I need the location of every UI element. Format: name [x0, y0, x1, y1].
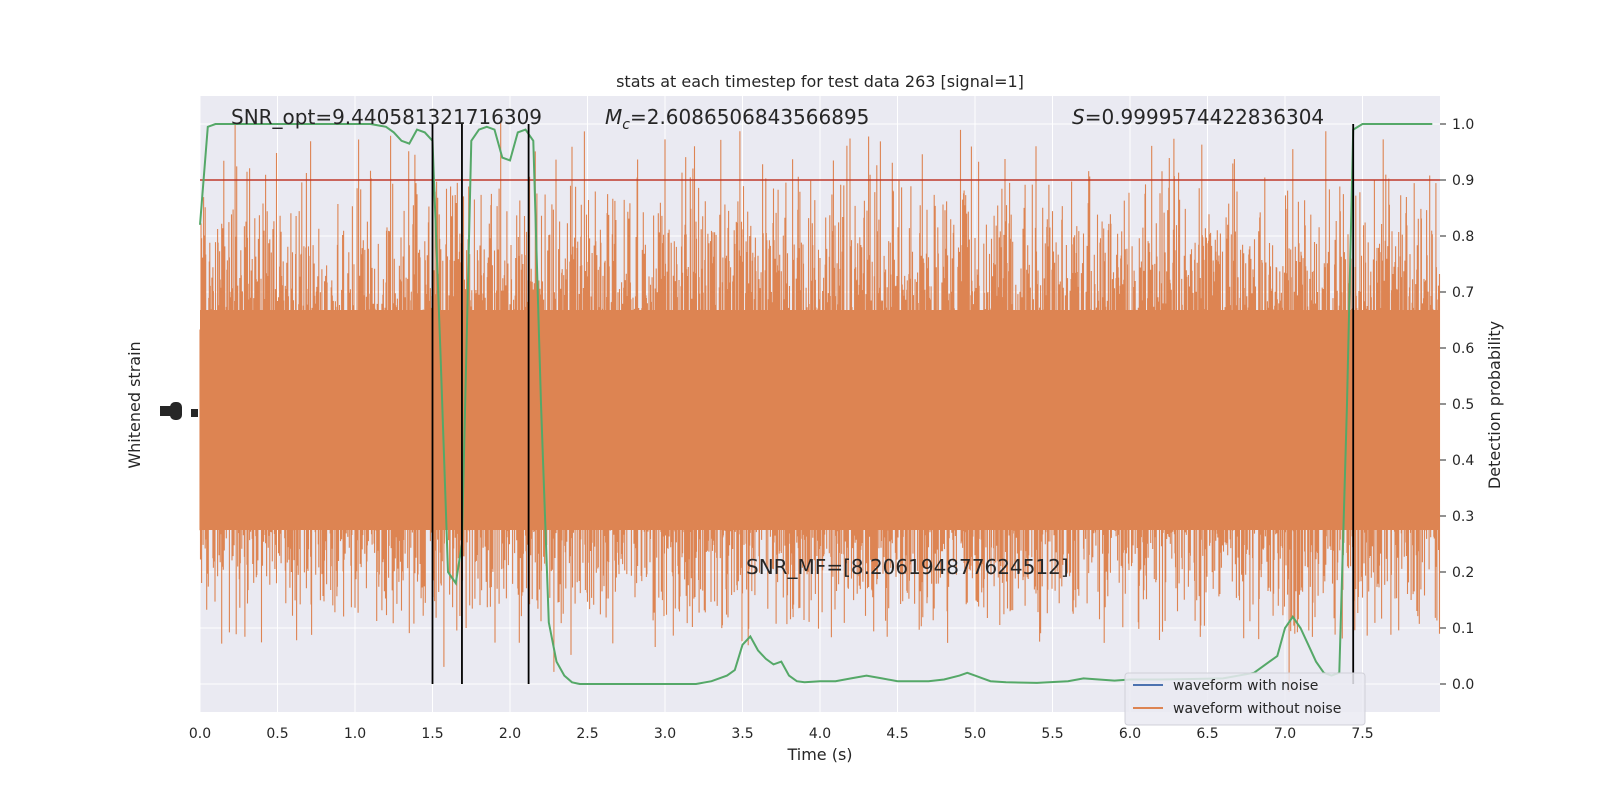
x-tick-label-10: 5.0 — [964, 726, 986, 742]
chart-title: stats at each timestep for test data 263… — [616, 72, 1024, 91]
y-axis-label-right: Detection probability — [1485, 321, 1504, 489]
mc-annotation: Mc=2.6086506843566895 — [605, 105, 869, 133]
x-tick-label-2: 1.0 — [344, 726, 366, 742]
snr-opt-annotation: SNR_opt=9.440581321716309 — [231, 105, 542, 129]
mc-subscript: c — [622, 117, 630, 133]
probability-series — [199, 123, 1433, 685]
y-ticks-right: 0.0 0.1 0.2 0.3 0.4 0.5 0.6 0.7 0.8 0.9 1.0 — [1440, 117, 1474, 693]
x-tick-label-0: 0.0 — [189, 726, 211, 742]
x-tick-label-12: 6.0 — [1119, 726, 1141, 742]
left-tick-blob — [160, 406, 178, 416]
x-tick-label-13: 6.5 — [1196, 726, 1218, 742]
y-tick-label-2: 0.2 — [1452, 565, 1474, 581]
y-tick-label-9: 0.9 — [1452, 173, 1474, 189]
x-tick-label-4: 2.0 — [499, 726, 521, 742]
probability-line — [199, 123, 1433, 685]
s-symbol: S — [1072, 105, 1085, 129]
legend-label-without-noise: waveform without noise — [1173, 701, 1341, 717]
x-tick-label-5: 2.5 — [576, 726, 598, 742]
left-axis-clutter — [160, 402, 198, 420]
legend-label-with-noise: waveform with noise — [1173, 678, 1318, 694]
left-tick-blob-2 — [170, 402, 182, 420]
x-axis-label: Time (s) — [786, 745, 852, 764]
y-tick-label-1: 0.1 — [1452, 621, 1474, 637]
y-tick-label-4: 0.4 — [1452, 453, 1474, 469]
noise-core — [200, 310, 1440, 530]
x-tick-label-6: 3.0 — [654, 726, 676, 742]
vlines — [431, 124, 1355, 684]
snr-mf-annotation: SNR_MF=[8.206194877624512] — [746, 555, 1069, 579]
x-tick-label-11: 5.5 — [1041, 726, 1063, 742]
y-axis-label-left: Whitened strain — [125, 341, 144, 468]
y-tick-label-6: 0.6 — [1452, 341, 1474, 357]
y-tick-label-5: 0.5 — [1452, 397, 1474, 413]
s-annotation: S=0.9999574422836304 — [1072, 105, 1324, 129]
x-tick-label-9: 4.5 — [886, 726, 908, 742]
x-tick-label-15: 7.5 — [1351, 726, 1373, 742]
noise-series — [199, 121, 1441, 692]
x-tick-label-8: 4.0 — [809, 726, 831, 742]
x-tick-label-3: 1.5 — [421, 726, 443, 742]
y-tick-label-7: 0.7 — [1452, 285, 1474, 301]
y-tick-label-0: 0.0 — [1452, 677, 1474, 693]
x-tick-label-1: 0.5 — [266, 726, 288, 742]
y-tick-label-3: 0.3 — [1452, 509, 1474, 525]
left-tick-mark — [191, 409, 198, 417]
y-tick-label-10: 1.0 — [1452, 117, 1474, 133]
legend-box — [1124, 672, 1366, 726]
x-ticks: 0.0 0.5 1.0 1.5 2.0 2.5 3.0 3.5 4.0 4.5 5.0 5.5 6.0 6… — [189, 726, 1374, 742]
legend: waveform with noise waveform without noi… — [1124, 672, 1366, 726]
x-tick-label-14: 7.0 — [1274, 726, 1296, 742]
y-tick-label-8: 0.8 — [1452, 229, 1474, 245]
s-value: =0.9999574422836304 — [1085, 105, 1324, 129]
mc-value: =2.6086506843566895 — [630, 105, 869, 129]
x-tick-label-7: 3.5 — [731, 726, 753, 742]
mc-symbol: M — [605, 105, 622, 129]
